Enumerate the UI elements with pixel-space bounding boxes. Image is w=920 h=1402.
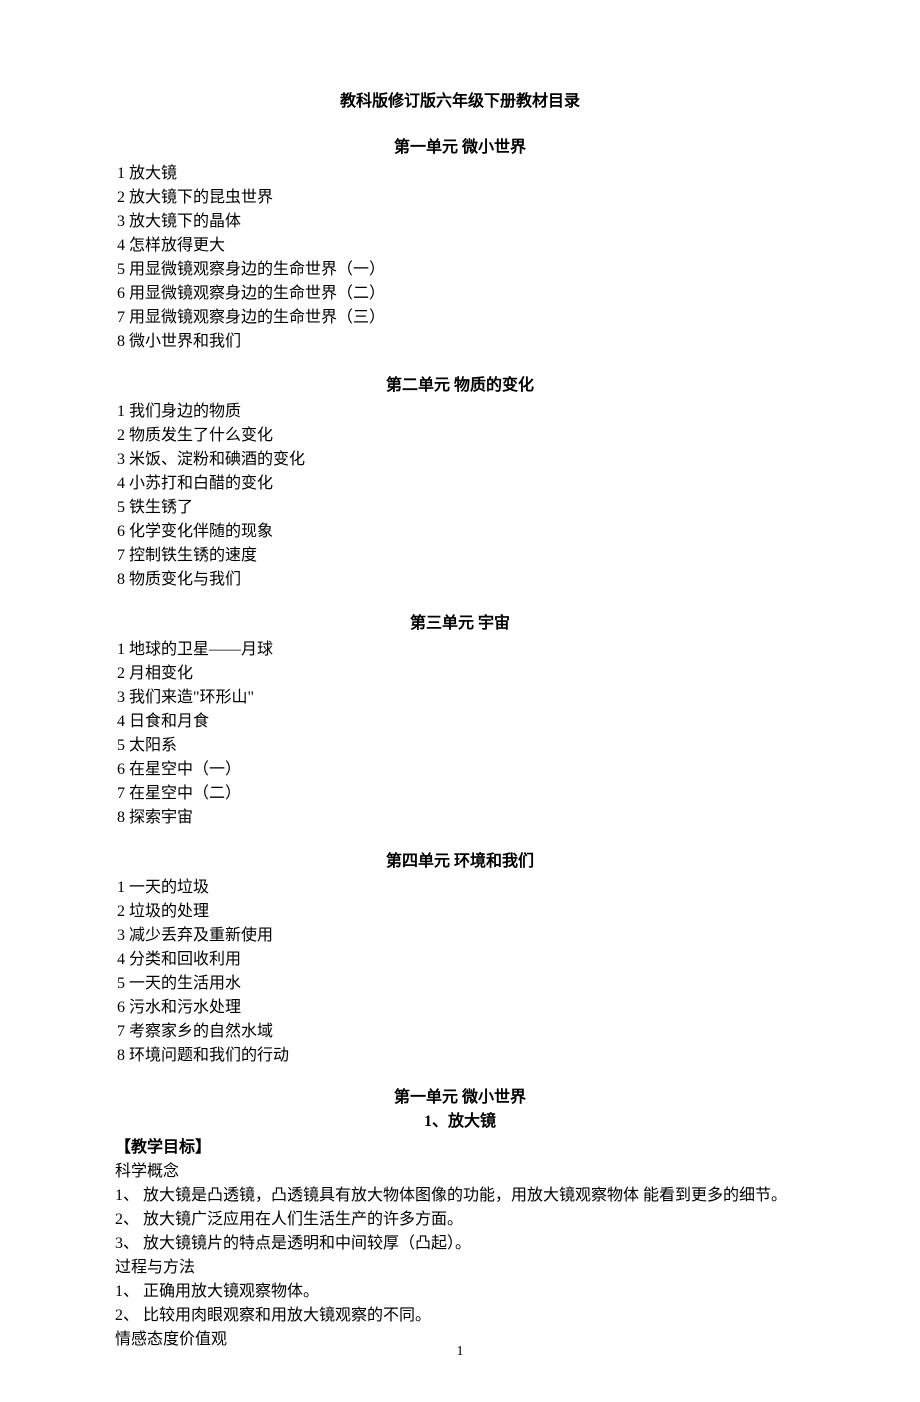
- page-number: 1: [0, 1341, 920, 1362]
- toc-item: 7 控制铁生锈的速度: [115, 544, 805, 568]
- toc-item: 4 日食和月食: [115, 710, 805, 734]
- toc-item: 7 考察家乡的自然水域: [115, 1020, 805, 1044]
- toc-item: 7 在星空中（二）: [115, 782, 805, 806]
- main-title: 教科版修订版六年级下册教材目录: [115, 90, 805, 114]
- toc-item: 5 太阳系: [115, 734, 805, 758]
- concept-item: 2、 放大镜广泛应用在人们生活生产的许多方面。: [115, 1208, 805, 1232]
- method-item: 2、 比较用肉眼观察和用放大镜观察的不同。: [115, 1304, 805, 1328]
- unit-4: 第四单元 环境和我们 1 一天的垃圾 2 垃圾的处理 3 减少丢弃及重新使用 4…: [115, 850, 805, 1068]
- toc-item: 5 用显微镜观察身边的生命世界（一）: [115, 258, 805, 282]
- toc-item: 2 月相变化: [115, 662, 805, 686]
- toc-item: 5 一天的生活用水: [115, 972, 805, 996]
- toc-item: 1 我们身边的物质: [115, 400, 805, 424]
- method-item: 1、 正确用放大镜观察物体。: [115, 1280, 805, 1304]
- toc-item: 6 用显微镜观察身边的生命世界（二）: [115, 282, 805, 306]
- toc-item: 6 在星空中（一）: [115, 758, 805, 782]
- unit-4-title: 第四单元 环境和我们: [115, 850, 805, 874]
- toc-item: 2 放大镜下的昆虫世界: [115, 186, 805, 210]
- document-page: 教科版修订版六年级下册教材目录 第一单元 微小世界 1 放大镜 2 放大镜下的昆…: [0, 0, 920, 1402]
- concept-item: 3、 放大镜镜片的特点是透明和中间较厚（凸起）。: [115, 1232, 805, 1256]
- toc-item: 8 环境问题和我们的行动: [115, 1044, 805, 1068]
- objective-title: 【教学目标】: [115, 1136, 805, 1160]
- method-label: 过程与方法: [115, 1256, 805, 1280]
- unit-2: 第二单元 物质的变化 1 我们身边的物质 2 物质发生了什么变化 3 米饭、淀粉…: [115, 374, 805, 592]
- unit-3-title: 第三单元 宇宙: [115, 612, 805, 636]
- toc-item: 3 减少丢弃及重新使用: [115, 924, 805, 948]
- toc-item: 8 微小世界和我们: [115, 330, 805, 354]
- toc-item: 2 物质发生了什么变化: [115, 424, 805, 448]
- toc-item: 4 怎样放得更大: [115, 234, 805, 258]
- toc-item: 6 污水和污水处理: [115, 996, 805, 1020]
- toc-item: 4 小苏打和白醋的变化: [115, 472, 805, 496]
- toc-item: 5 铁生锈了: [115, 496, 805, 520]
- toc-item: 1 地球的卫星——月球: [115, 638, 805, 662]
- toc-item: 7 用显微镜观察身边的生命世界（三）: [115, 306, 805, 330]
- toc-item: 3 放大镜下的晶体: [115, 210, 805, 234]
- lesson-subtitle: 1、放大镜: [115, 1110, 805, 1134]
- toc-item: 8 探索宇宙: [115, 806, 805, 830]
- toc-item: 3 我们来造"环形山": [115, 686, 805, 710]
- toc-item: 8 物质变化与我们: [115, 568, 805, 592]
- unit-2-title: 第二单元 物质的变化: [115, 374, 805, 398]
- unit-1-title: 第一单元 微小世界: [115, 136, 805, 160]
- toc-item: 1 放大镜: [115, 162, 805, 186]
- unit-1: 第一单元 微小世界 1 放大镜 2 放大镜下的昆虫世界 3 放大镜下的晶体 4 …: [115, 136, 805, 354]
- lesson-section: 第一单元 微小世界 1、放大镜 【教学目标】 科学概念 1、 放大镜是凸透镜，凸…: [115, 1086, 805, 1352]
- unit-3: 第三单元 宇宙 1 地球的卫星——月球 2 月相变化 3 我们来造"环形山" 4…: [115, 612, 805, 830]
- toc-item: 4 分类和回收利用: [115, 948, 805, 972]
- concept-label: 科学概念: [115, 1160, 805, 1184]
- toc-item: 2 垃圾的处理: [115, 900, 805, 924]
- toc-item: 6 化学变化伴随的现象: [115, 520, 805, 544]
- toc-item: 3 米饭、淀粉和碘酒的变化: [115, 448, 805, 472]
- concept-item: 1、 放大镜是凸透镜，凸透镜具有放大物体图像的功能，用放大镜观察物体 能看到更多…: [115, 1184, 805, 1208]
- toc-item: 1 一天的垃圾: [115, 876, 805, 900]
- lesson-unit-title: 第一单元 微小世界: [115, 1086, 805, 1110]
